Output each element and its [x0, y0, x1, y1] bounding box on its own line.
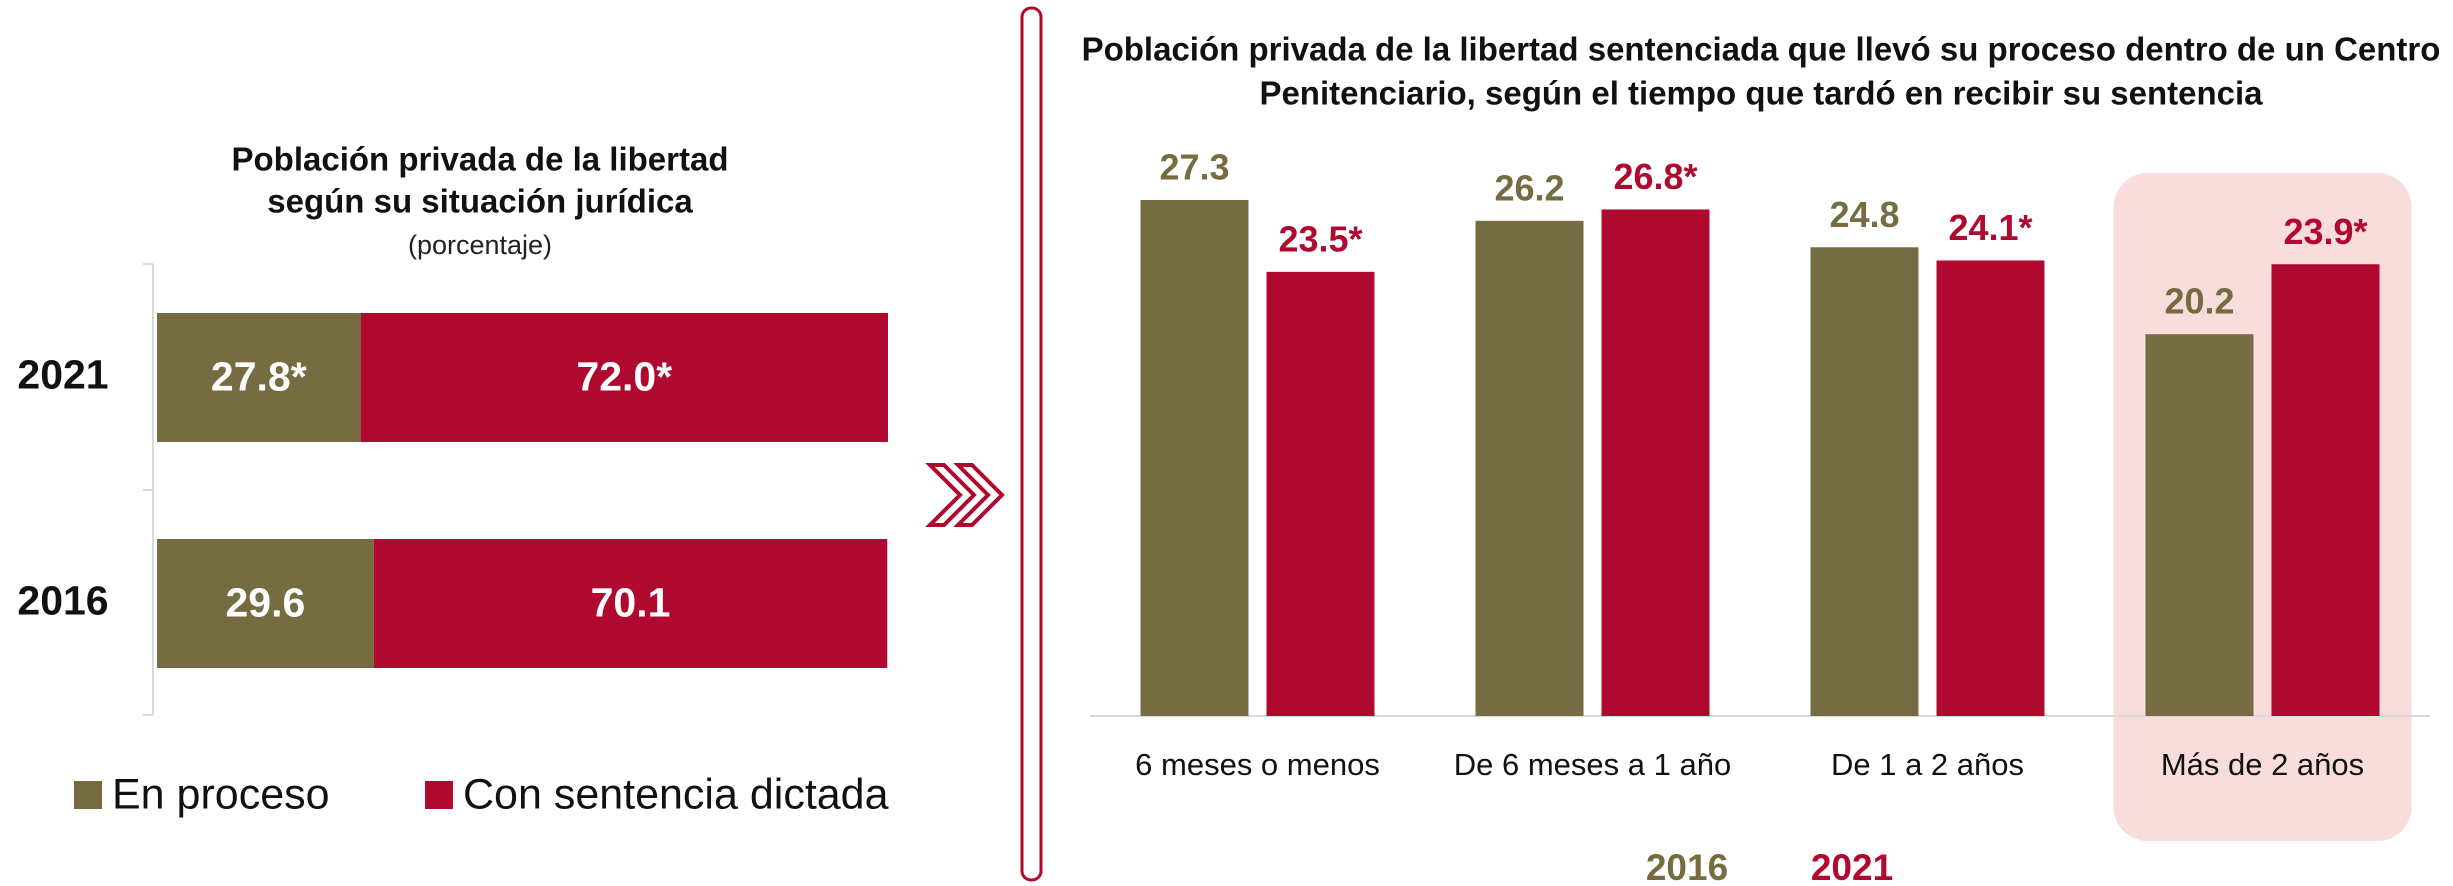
chart-title: Población privada de la libertad — [232, 141, 729, 178]
bar — [1475, 220, 1584, 717]
data-label: 27.8* — [211, 353, 307, 399]
category-label: 2016 — [17, 577, 108, 623]
chart-title: Población privada de la libertad sentenc… — [1082, 31, 2441, 68]
legend-label: Con sentencia dictada — [463, 770, 889, 818]
bar — [2271, 264, 2380, 716]
chevron-icon — [925, 463, 1005, 527]
bar-segment — [157, 539, 374, 668]
divider — [1020, 6, 1043, 882]
data-label: 20.2 — [2164, 281, 2234, 322]
chart-subtitle: (porcentaje) — [408, 230, 552, 260]
data-label: 23.9* — [2283, 211, 2367, 252]
bar-segment — [360, 313, 888, 442]
data-label: 24.1* — [1948, 207, 2032, 248]
data-label: 70.1 — [591, 579, 671, 625]
data-label: 23.5* — [1278, 218, 1362, 259]
chart-title: Penitenciario, según el tiempo que tardó… — [1259, 75, 2263, 112]
bar — [1266, 271, 1375, 716]
legend-label: 2016 — [1646, 847, 1728, 886]
category-label: Más de 2 años — [2161, 747, 2364, 782]
data-label: 26.2 — [1494, 167, 1564, 208]
legend-label: En proceso — [112, 770, 330, 818]
bar — [2145, 334, 2254, 716]
category-label: De 1 a 2 años — [1831, 747, 2024, 782]
data-label: 29.6 — [225, 579, 305, 625]
category-label: 6 meses o menos — [1135, 747, 1380, 782]
legend-label: 2021 — [1811, 847, 1893, 886]
chart-title: según su situación jurídica — [267, 183, 693, 220]
bar-segment — [157, 313, 361, 442]
bar — [1810, 247, 1919, 716]
bar — [1936, 260, 2045, 716]
legend-swatch — [74, 781, 102, 809]
bar-segment — [373, 539, 888, 668]
data-label: 24.8 — [1829, 194, 1899, 235]
data-label: 27.3 — [1159, 147, 1229, 188]
bar — [1601, 209, 1710, 716]
bar — [1140, 200, 1249, 716]
category-label: De 6 meses a 1 año — [1454, 747, 1731, 782]
category-label: 2021 — [17, 351, 108, 397]
legend-swatch — [425, 781, 453, 809]
data-label: 72.0* — [576, 353, 672, 399]
data-label: 26.8* — [1613, 156, 1697, 197]
